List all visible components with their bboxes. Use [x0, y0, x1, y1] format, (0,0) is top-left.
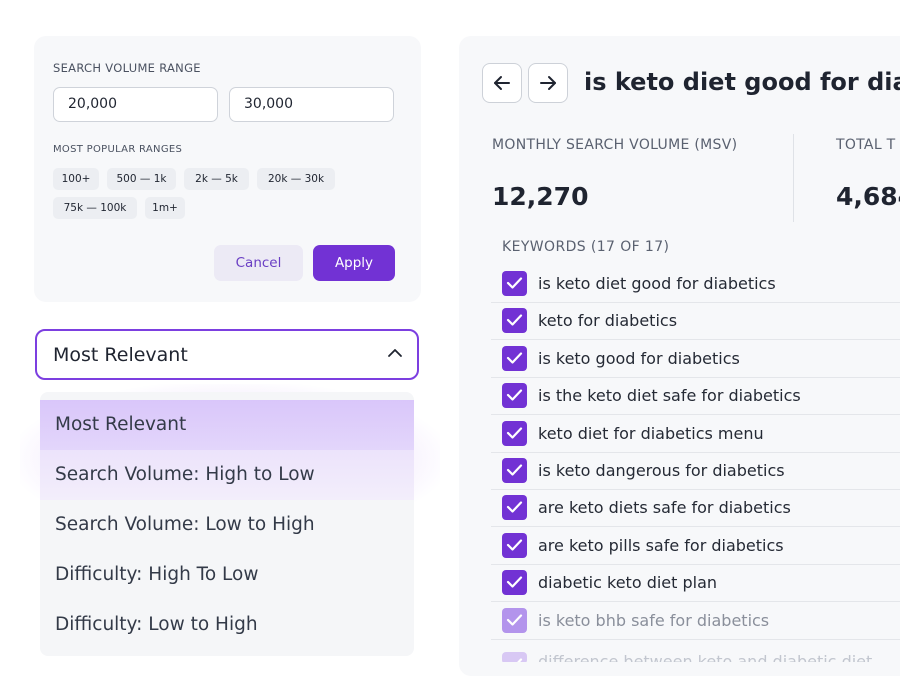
keyword-checkbox[interactable] — [502, 458, 527, 483]
keywords-heading: KEYWORDS (17 OF 17) — [502, 239, 670, 255]
checkmark-icon — [506, 613, 523, 626]
keyword-text: keto diet for diabetics menu — [538, 423, 764, 443]
checkmark-icon — [506, 426, 523, 439]
keyword-text: is the keto diet safe for diabetics — [538, 386, 801, 406]
keyword-row: difference between keto and diabetic die… — [491, 640, 900, 662]
keyword-title: is keto diet good for diabe — [584, 68, 900, 96]
back-button[interactable] — [482, 63, 522, 103]
range-chip[interactable]: 2k — 5k — [184, 168, 249, 190]
keyword-checkbox[interactable] — [502, 570, 527, 596]
keyword-row: diabetic keto diet plan — [491, 565, 900, 603]
keyword-row: is keto bhb safe for diabetics — [491, 603, 900, 640]
apply-button[interactable]: Apply — [313, 245, 395, 281]
keyword-text: keto for diabetics — [538, 311, 678, 331]
sort-option-most-relevant[interactable]: Most Relevant — [40, 400, 414, 450]
keyword-row: are keto pills safe for diabetics — [491, 528, 900, 565]
filter-title: SEARCH VOLUME RANGE — [53, 61, 201, 75]
checkmark-icon — [506, 352, 523, 364]
keyword-row: is keto good for diabetics — [491, 341, 900, 378]
sort-option-difficulty-high-low[interactable]: Difficulty: High To Low — [55, 564, 259, 585]
keyword-checkbox[interactable] — [502, 420, 527, 446]
checkmark-icon — [517, 658, 523, 662]
chevron-up-icon — [388, 349, 402, 357]
range-chip[interactable]: 100+ — [53, 168, 99, 190]
checkmark-icon — [506, 464, 523, 476]
keyword-text: is keto diet good for diabetics — [538, 274, 776, 293]
keyword-text: difference between keto and diabetic die… — [538, 652, 873, 662]
checkmark-icon — [506, 501, 523, 513]
total-value: 4,684 — [836, 182, 900, 211]
keyword-text: is keto dangerous for diabetics — [538, 461, 785, 480]
keyword-row: is keto diet good for diabetics — [491, 266, 900, 303]
keyword-row: keto diet for diabetics menu — [491, 416, 900, 453]
sort-option-volume-high-low[interactable]: Search Volume: High to Low — [40, 450, 414, 500]
keyword-checkbox[interactable] — [502, 607, 527, 633]
keyword-checkbox[interactable] — [502, 308, 527, 334]
keyword-text: is keto good for diabetics — [538, 348, 740, 368]
keyword-checkbox[interactable] — [502, 345, 527, 371]
keyword-row: are keto diets safe for diabetics — [491, 490, 900, 528]
keyword-row: keto for diabetics — [491, 303, 900, 341]
popular-ranges-title: MOST POPULAR RANGES — [53, 144, 183, 155]
checkmark-icon — [506, 576, 523, 588]
forward-button[interactable] — [528, 63, 568, 103]
keyword-text: are keto diets safe for diabetics — [538, 498, 791, 518]
sort-select[interactable]: Most Relevant — [35, 329, 419, 380]
checkmark-icon — [506, 314, 523, 326]
range-chip[interactable]: 20k — 30k — [257, 168, 335, 190]
keyword-row: is keto dangerous for diabetics — [491, 453, 900, 490]
keyword-text: is keto bhb safe for diabetics — [538, 610, 770, 630]
keyword-checkbox[interactable] — [502, 383, 527, 409]
keyword-checkbox[interactable] — [502, 495, 527, 521]
keyword-text: are keto pills safe for diabetics — [538, 535, 784, 555]
checkmark-icon — [506, 277, 523, 289]
keyword-checkbox[interactable] — [502, 271, 527, 296]
range-chip[interactable]: 1m+ — [145, 197, 185, 219]
sort-dropdown-menu: Most Relevant Search Volume: High to Low… — [40, 392, 414, 656]
max-volume-input[interactable]: 30,000 — [229, 87, 394, 122]
checkmark-icon — [506, 539, 523, 551]
sort-option-volume-low-high[interactable]: Search Volume: Low to High — [55, 514, 315, 535]
total-label: TOTAL T — [836, 137, 896, 153]
msv-value: 12,270 — [492, 182, 589, 211]
checkmark-icon — [506, 389, 523, 401]
range-chip[interactable]: 75k — 100k — [53, 197, 137, 219]
keyword-checkbox[interactable] — [502, 532, 527, 558]
min-volume-input[interactable]: 20,000 — [53, 87, 218, 122]
msv-label: MONTHLY SEARCH VOLUME (MSV) — [492, 137, 738, 153]
search-volume-filter-panel: SEARCH VOLUME RANGE 20,000 30,000 MOST P… — [34, 36, 421, 302]
arrow-left-icon — [494, 76, 510, 90]
arrow-right-icon — [540, 76, 556, 90]
range-chip[interactable]: 500 — 1k — [107, 168, 176, 190]
stat-divider — [793, 134, 794, 222]
sort-selected-value: Most Relevant — [53, 344, 188, 366]
keyword-detail-panel: is keto diet good for diabe MONTHLY SEAR… — [459, 36, 900, 676]
keyword-text: diabetic keto diet plan — [538, 573, 718, 593]
keyword-row: is the keto diet safe for diabetics — [491, 378, 900, 416]
keyword-checkbox[interactable] — [502, 652, 527, 662]
sort-option-difficulty-low-high[interactable]: Difficulty: Low to High — [55, 614, 258, 635]
cancel-button[interactable]: Cancel — [214, 245, 303, 281]
